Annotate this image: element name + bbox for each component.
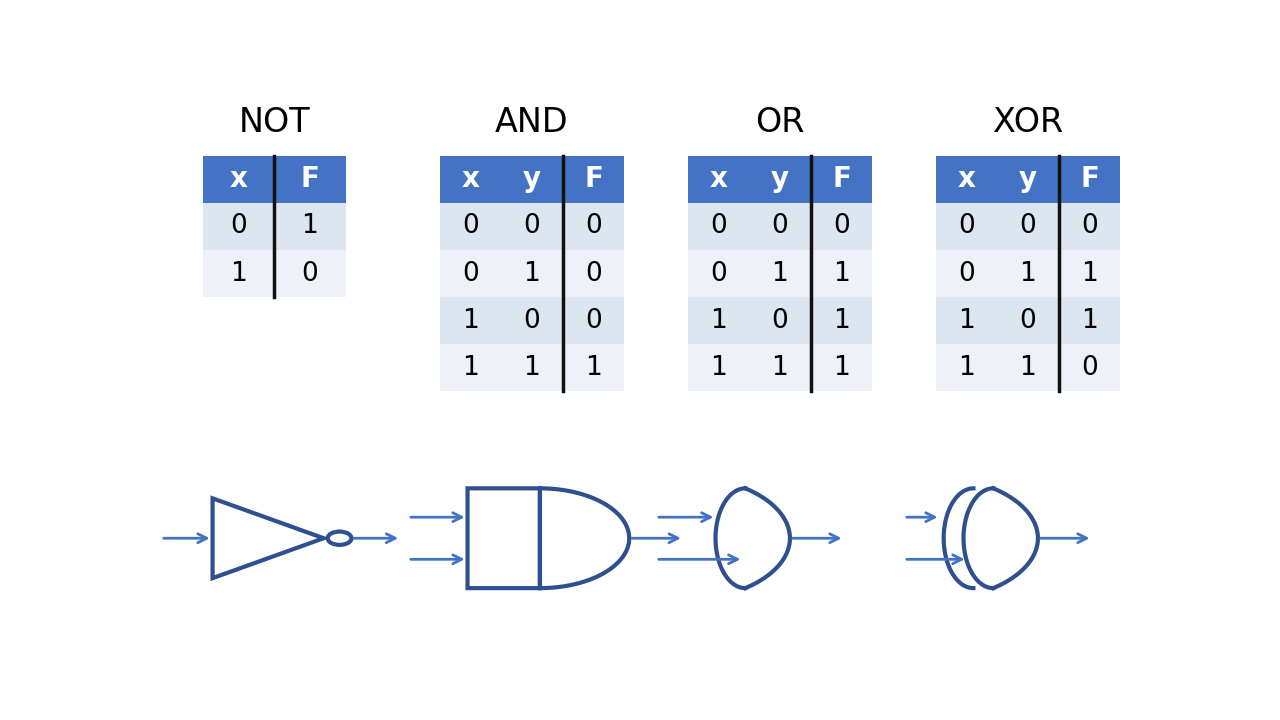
- Text: XOR: XOR: [993, 106, 1064, 139]
- Bar: [440, 344, 625, 392]
- Text: 1: 1: [1020, 355, 1037, 381]
- Bar: [936, 156, 1120, 203]
- Text: x: x: [957, 166, 975, 193]
- Bar: [202, 250, 346, 297]
- Text: 1: 1: [1082, 261, 1098, 287]
- Text: 0: 0: [462, 261, 479, 287]
- Text: 0: 0: [772, 307, 788, 333]
- Text: 1: 1: [833, 261, 850, 287]
- Bar: [687, 344, 872, 392]
- Text: 0: 0: [1020, 213, 1037, 239]
- Text: 0: 0: [959, 213, 975, 239]
- Text: 0: 0: [585, 213, 602, 239]
- Text: F: F: [1080, 166, 1100, 193]
- Text: 1: 1: [585, 355, 602, 381]
- Text: y: y: [771, 166, 788, 193]
- Text: 1: 1: [230, 261, 247, 287]
- Text: 0: 0: [585, 307, 602, 333]
- Text: OR: OR: [755, 106, 805, 139]
- Text: 0: 0: [833, 213, 850, 239]
- Text: NOT: NOT: [238, 106, 310, 139]
- Bar: [440, 297, 625, 344]
- Text: F: F: [301, 166, 319, 193]
- Text: F: F: [584, 166, 603, 193]
- Text: 1: 1: [833, 307, 850, 333]
- Bar: [687, 156, 872, 203]
- Text: 0: 0: [1082, 355, 1098, 381]
- Text: 1: 1: [710, 307, 727, 333]
- Text: 0: 0: [710, 213, 727, 239]
- Bar: [936, 344, 1120, 392]
- Text: 1: 1: [301, 213, 319, 239]
- Text: AND: AND: [495, 106, 568, 139]
- Text: 1: 1: [959, 307, 975, 333]
- Text: 0: 0: [462, 213, 479, 239]
- Text: 1: 1: [524, 261, 540, 287]
- Bar: [936, 250, 1120, 297]
- Bar: [687, 203, 872, 250]
- Text: x: x: [709, 166, 727, 193]
- Text: 1: 1: [524, 355, 540, 381]
- Bar: [440, 203, 625, 250]
- Text: 1: 1: [462, 355, 479, 381]
- Text: 1: 1: [1020, 261, 1037, 287]
- Text: 0: 0: [524, 307, 540, 333]
- Bar: [687, 250, 872, 297]
- Text: 1: 1: [710, 355, 727, 381]
- Text: 0: 0: [230, 213, 247, 239]
- Text: 0: 0: [301, 261, 319, 287]
- Bar: [440, 156, 625, 203]
- Text: x: x: [229, 166, 247, 193]
- Bar: [202, 156, 346, 203]
- Text: 0: 0: [710, 261, 727, 287]
- Bar: [936, 297, 1120, 344]
- Text: 1: 1: [959, 355, 975, 381]
- Text: y: y: [1019, 166, 1037, 193]
- Bar: [936, 203, 1120, 250]
- Text: y: y: [524, 166, 541, 193]
- Text: 0: 0: [1020, 307, 1037, 333]
- Text: 0: 0: [585, 261, 602, 287]
- Text: 1: 1: [833, 355, 850, 381]
- Text: 1: 1: [1082, 307, 1098, 333]
- Bar: [440, 250, 625, 297]
- Text: 0: 0: [1082, 213, 1098, 239]
- Text: F: F: [832, 166, 851, 193]
- Text: 0: 0: [524, 213, 540, 239]
- Text: x: x: [462, 166, 480, 193]
- Text: 1: 1: [462, 307, 479, 333]
- Text: 1: 1: [772, 261, 788, 287]
- Text: 0: 0: [959, 261, 975, 287]
- Text: 1: 1: [772, 355, 788, 381]
- Bar: [202, 203, 346, 250]
- Text: 0: 0: [772, 213, 788, 239]
- Bar: [687, 297, 872, 344]
